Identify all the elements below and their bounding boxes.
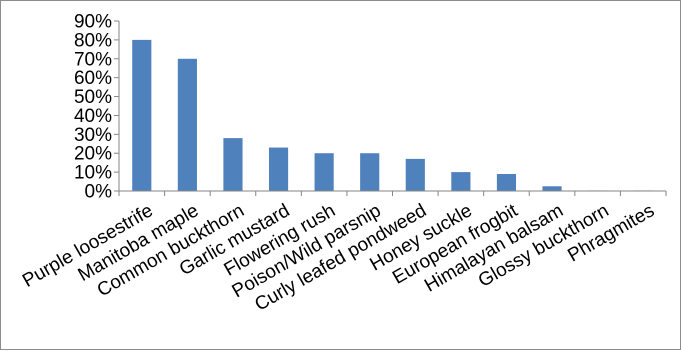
bar — [360, 153, 380, 191]
bar — [177, 58, 197, 192]
y-tick-label: 80% — [74, 30, 112, 51]
y-axis: 0%10%20%30%40%50%60%70%80%90% — [74, 12, 120, 203]
y-tick-label: 50% — [74, 87, 112, 108]
y-tick-label: 0% — [85, 182, 113, 203]
y-tick-label: 60% — [74, 68, 112, 89]
bar — [132, 39, 152, 192]
bar — [451, 172, 471, 191]
x-axis — [118, 190, 667, 196]
y-tick-label: 40% — [74, 106, 112, 127]
bar — [268, 147, 289, 191]
bar — [542, 186, 562, 191]
y-tick-label: 10% — [74, 163, 112, 184]
y-tick-label: 70% — [74, 49, 112, 70]
y-tick-label: 30% — [74, 125, 112, 146]
y-tick-label: 90% — [74, 12, 112, 33]
bars — [132, 39, 653, 192]
y-tick-label: 20% — [74, 144, 112, 165]
bar — [405, 158, 425, 191]
bar — [496, 174, 517, 191]
bar — [223, 138, 243, 191]
bar — [314, 153, 334, 191]
